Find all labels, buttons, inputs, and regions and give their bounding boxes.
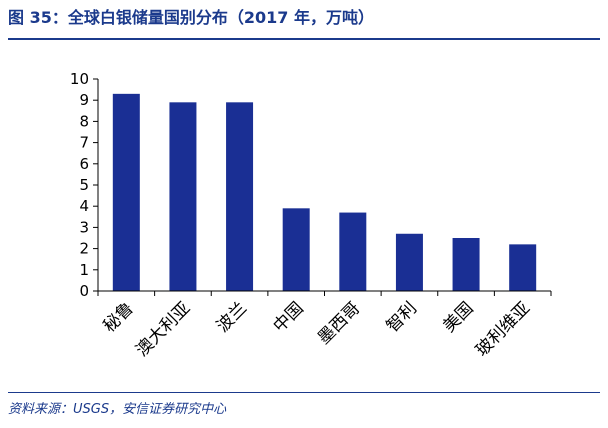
y-tick-label: 3 [79, 218, 89, 236]
bar [282, 208, 310, 291]
bar [395, 233, 423, 291]
bar [452, 238, 480, 291]
y-tick-label: 10 [70, 70, 89, 88]
bar [112, 93, 140, 291]
bar [339, 212, 367, 291]
y-tick-label: 1 [79, 261, 89, 279]
x-category-label: 中国 [270, 298, 308, 336]
y-axis: 0 1 2 3 4 5 6 7 8 9 10 [70, 70, 99, 300]
x-category-label: 墨西哥 [314, 298, 364, 348]
source-divider [8, 392, 600, 393]
bar [169, 102, 197, 291]
y-tick-label: 7 [79, 134, 89, 152]
x-category-label: 秘鲁 [100, 298, 138, 336]
y-tick-label: 0 [79, 282, 89, 300]
y-tick-label: 5 [79, 176, 89, 194]
y-tick-label: 4 [79, 197, 89, 215]
x-category-label: 澳大利亚 [132, 298, 194, 360]
y-tick-label: 6 [79, 155, 89, 173]
bar [509, 244, 537, 291]
x-category-label: 波兰 [213, 298, 251, 336]
source-note: 资料来源：USGS，安信证券研究中心 [8, 402, 227, 417]
x-category-label: 智利 [383, 298, 421, 336]
figure-title: 图 35：全球白银储量国别分布（2017 年，万吨） [8, 8, 374, 27]
title-divider [8, 38, 600, 40]
x-category-label: 美国 [439, 298, 477, 336]
x-category-label: 玻利维亚 [472, 298, 534, 360]
bar [226, 102, 254, 291]
y-tick-label: 2 [79, 240, 89, 258]
y-tick-label: 9 [79, 91, 89, 109]
bars-group [112, 93, 537, 291]
y-tick-label: 8 [79, 112, 89, 130]
